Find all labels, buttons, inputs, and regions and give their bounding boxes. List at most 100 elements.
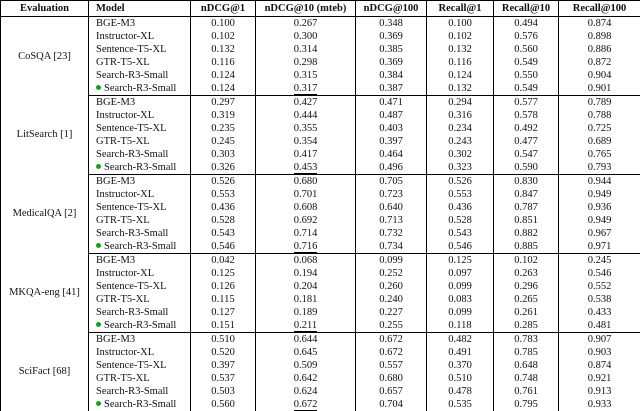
metric-value-cell: 0.904 xyxy=(558,69,640,82)
metric-value-cell: 0.552 xyxy=(558,280,640,293)
metric-value: 0.132 xyxy=(211,43,235,55)
metric-value: 0.255 xyxy=(379,319,403,331)
metric-value-cell: 0.068 xyxy=(255,253,356,267)
metric-value: 0.672 xyxy=(293,398,318,411)
metric-value: 0.189 xyxy=(293,306,318,318)
metric-value-cell: 0.787 xyxy=(493,201,559,214)
metric-value: 0.487 xyxy=(379,109,403,121)
metric-value: 0.265 xyxy=(514,293,538,305)
metric-value: 0.083 xyxy=(448,293,472,305)
metric-value-cell: 0.543 xyxy=(426,227,494,240)
metric-value: 0.528 xyxy=(448,214,472,226)
metric-value-cell: 0.971 xyxy=(558,240,640,254)
metric-value-cell: 0.385 xyxy=(355,43,427,56)
metric-value: 0.913 xyxy=(587,385,612,397)
green-dot-icon xyxy=(96,321,101,327)
metric-value: 0.102 xyxy=(211,30,235,42)
table-row: Instructor-XL 0.125 0.194 0.252 0.097 0.263 0.… xyxy=(1,267,640,280)
metric-value-cell: 0.547 xyxy=(493,148,559,161)
metric-value: 0.181 xyxy=(293,293,318,305)
metric-value-cell: 0.132 xyxy=(426,43,494,56)
model-cell: Search-R3-Small xyxy=(88,227,191,240)
metric-value: 0.125 xyxy=(448,254,472,266)
metric-value: 0.298 xyxy=(293,56,318,68)
metric-value: 0.116 xyxy=(211,56,235,68)
metric-value: 0.921 xyxy=(587,372,612,384)
metric-value: 0.496 xyxy=(379,161,403,173)
model-cell: Instructor-XL xyxy=(88,267,191,280)
table-row: Search-R3-Small 0.503 0.624 0.657 0.478 0.761… xyxy=(1,385,640,398)
metric-value: 0.714 xyxy=(293,227,318,239)
metric-value-cell: 0.314 xyxy=(255,43,356,56)
metric-value-cell: 0.913 xyxy=(558,385,640,398)
green-dot-icon xyxy=(96,84,101,90)
metric-value: 0.949 xyxy=(587,214,612,226)
metric-value: 0.624 xyxy=(293,385,318,397)
metric-value-cell: 0.298 xyxy=(255,56,356,69)
metric-value-cell: 0.553 xyxy=(426,188,494,201)
metric-value: 0.793 xyxy=(587,161,612,173)
metric-value: 0.397 xyxy=(211,359,235,371)
metric-value-cell: 0.491 xyxy=(426,346,494,359)
model-cell: GTR-T5-XL xyxy=(88,372,191,385)
metric-value: 0.538 xyxy=(587,293,612,305)
metric-value: 0.847 xyxy=(514,188,538,200)
metric-value-cell: 0.578 xyxy=(493,109,559,122)
table-row: Instructor-XL 0.520 0.645 0.672 0.491 0.785 0.… xyxy=(1,346,640,359)
metric-value: 0.245 xyxy=(587,254,612,266)
metric-value: 0.761 xyxy=(514,385,538,397)
table-row: Sentence-T5-XL 0.132 0.314 0.385 0.132 0.560 0… xyxy=(1,43,640,56)
metric-value: 0.642 xyxy=(293,372,318,384)
metric-value: 0.526 xyxy=(448,175,472,187)
metric-value: 0.303 xyxy=(211,148,235,160)
metric-value: 0.099 xyxy=(448,280,472,292)
metric-value: 0.701 xyxy=(293,188,318,200)
metric-value-cell: 0.949 xyxy=(558,214,640,227)
metric-value: 0.648 xyxy=(514,359,538,371)
metric-value: 0.403 xyxy=(379,122,403,134)
model-cell: GTR-T5-XL xyxy=(88,293,191,306)
table-row: Search-R3-Small 0.543 0.714 0.732 0.543 0.882… xyxy=(1,227,640,240)
metric-value-cell: 0.672 xyxy=(355,332,427,346)
header-recall-100: Recall@100 xyxy=(558,0,640,17)
metric-value: 0.716 xyxy=(293,240,318,253)
metric-value-cell: 0.124 xyxy=(190,69,256,82)
metric-value-cell: 0.640 xyxy=(355,201,427,214)
metric-value: 0.509 xyxy=(293,359,318,371)
metric-value-cell: 0.354 xyxy=(255,135,356,148)
metric-value: 0.546 xyxy=(211,240,235,252)
table-row: MedicalQA [2] BGE-M3 0.526 0.680 0.705 0.526 0… xyxy=(0,174,640,254)
metric-value: 0.520 xyxy=(211,346,235,358)
metric-value: 0.552 xyxy=(587,280,612,292)
model-name: GTR-T5-XL xyxy=(96,135,150,147)
metric-value-cell: 0.560 xyxy=(190,398,256,411)
metric-value: 0.125 xyxy=(211,267,235,279)
model-name: Search-R3-Small xyxy=(104,319,177,331)
table-row: Search-R3-Small 0.546 0.716 0.734 0.546 0.885… xyxy=(1,240,640,254)
model-name: Search-R3-Small xyxy=(96,148,169,160)
metric-value: 0.436 xyxy=(448,201,472,213)
metric-value-cell: 0.830 xyxy=(493,174,559,188)
model-cell: BGE-M3 xyxy=(88,174,191,188)
metric-value-cell: 0.260 xyxy=(355,280,427,293)
metric-value: 0.124 xyxy=(211,82,235,94)
metric-value-cell: 0.921 xyxy=(558,372,640,385)
metric-value-cell: 0.100 xyxy=(426,16,494,30)
metric-value-cell: 0.125 xyxy=(190,267,256,280)
metric-value: 0.491 xyxy=(448,346,472,358)
metric-value-cell: 0.464 xyxy=(355,148,427,161)
metric-value: 0.546 xyxy=(587,267,612,279)
metric-value-cell: 0.189 xyxy=(255,306,356,319)
model-cell: Instructor-XL xyxy=(88,188,191,201)
metric-value: 0.657 xyxy=(379,385,403,397)
metric-value-cell: 0.397 xyxy=(355,135,427,148)
metric-value-cell: 0.444 xyxy=(255,109,356,122)
metric-value: 0.068 xyxy=(293,254,318,266)
metric-value: 0.132 xyxy=(448,43,472,55)
metric-value-cell: 0.901 xyxy=(558,82,640,96)
metric-value-cell: 0.503 xyxy=(190,385,256,398)
metric-value: 0.557 xyxy=(379,359,403,371)
model-cell: Instructor-XL xyxy=(88,109,191,122)
metric-value: 0.319 xyxy=(211,109,235,121)
